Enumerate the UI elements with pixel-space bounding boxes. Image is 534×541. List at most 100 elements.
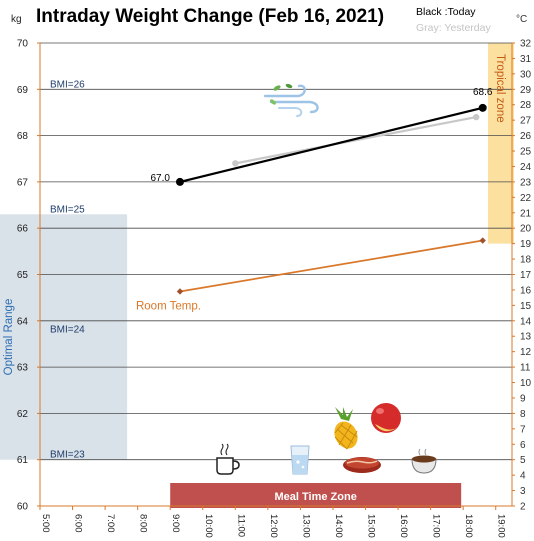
apple-shine [376,408,384,414]
steak-top [345,457,379,469]
wind-stroke [263,84,306,98]
right-tick-label: 7 [520,424,526,435]
glass-bubble [301,465,305,469]
right-tick-label: 19 [520,239,532,250]
legend-today: Black :Today [416,6,476,18]
x-tick-label: 12:00 [268,514,279,538]
chart-title: Intraday Weight Change (Feb 16, 2021) [36,6,384,27]
left-tick-label: 70 [17,39,29,50]
leaf-shape [273,85,281,91]
bmi-label: BMI=25 [50,204,85,215]
steak-icon [343,457,381,473]
water-glass-icon [290,445,310,475]
x-tick-label: 8:00 [138,514,149,533]
x-tick-label: 7:00 [105,514,116,533]
wind-stroke [278,107,303,117]
pineapple-icon [334,407,358,450]
right-tick-label: 8 [520,409,526,420]
room-temp-line [179,239,483,293]
wind-stroke [269,100,319,114]
yesterday-line [235,115,477,165]
today-line [179,106,483,183]
right-tick-label: 22 [520,193,532,204]
left-tick-label: 65 [17,270,29,281]
apple-icon [371,403,401,433]
right-tick-label: 4 [520,471,526,482]
optimal-range-band [0,214,128,460]
right-tick-label: 28 [520,100,532,111]
right-tick-label: 25 [520,147,532,158]
x-tick-label: 14:00 [333,514,344,538]
right-tick-label: 26 [520,131,532,142]
apple-slice [375,424,397,432]
left-tick-label: 60 [17,502,29,513]
room-temp-point [176,288,184,295]
right-tick-label: 10 [520,378,532,389]
right-tick-label: 32 [520,39,532,50]
x-tick-label: 6:00 [73,514,84,533]
left-tick-label: 66 [17,224,29,235]
right-tick-label: 21 [520,208,532,219]
right-tick-label: 3 [520,486,526,497]
legend-yesterday: Gray: Yesterday [416,22,491,34]
today-point-label: 68.6 [473,87,493,98]
bmi-label: BMI=26 [50,79,85,90]
pineapple-leaves [335,407,353,421]
optimal-range-label: Optimal Range [3,299,15,376]
cup-body [216,457,234,475]
x-tick-label: 9:00 [170,514,181,533]
x-tick-label: 15:00 [366,514,377,538]
right-tick-label: 29 [520,85,532,96]
bmi-label: BMI=23 [50,450,85,461]
right-tick-label: 6 [520,440,526,451]
today-point [478,103,487,112]
right-tick-label: 9 [520,393,526,404]
cup-handle [232,460,240,470]
right-tick-label: 31 [520,54,532,65]
soup-bowl-icon [411,448,437,474]
cup-steam [220,443,229,456]
right-tick-label: 15 [520,301,532,312]
right-tick-label: 16 [520,285,532,296]
yesterday-point [472,113,480,121]
leaf-shape [285,83,293,89]
meal-time-zone-label: Meal Time Zone [275,491,357,503]
left-tick-label: 64 [17,316,29,327]
bmi-label: BMI=24 [50,325,85,336]
right-tick-label: 27 [520,116,532,127]
leaf-shape [270,99,276,105]
tropical-zone-label: Tropical zone [494,54,506,123]
left-tick-label: 62 [17,409,29,420]
x-tick-label: 17:00 [431,514,442,538]
pineapple-pattern [334,422,358,450]
tropical-zone-band [488,43,514,244]
right-tick-label: 13 [520,332,532,343]
steak-fat [346,460,378,464]
right-tick-label: 23 [520,177,532,188]
left-tick-label: 67 [17,177,29,188]
right-tick-label: 24 [520,162,532,173]
glass-bubble [296,460,300,464]
left-tick-label: 63 [17,363,29,374]
right-tick-label: 14 [520,316,532,327]
left-tick-label: 69 [17,85,29,96]
left-tick-label: 61 [17,455,29,466]
right-tick-label: 11 [520,363,531,374]
today-point [175,177,184,186]
room-temp-point [479,237,486,244]
right-axis-unit: °C [516,14,527,25]
right-tick-label: 20 [520,224,532,235]
right-tick-label: 30 [520,69,532,80]
right-tick-label: 12 [520,347,532,358]
x-tick-label: 5:00 [40,514,51,533]
x-tick-label: 10:00 [203,514,214,538]
coffee-cup-icon [216,443,240,475]
glass-water [292,455,308,474]
bowl-body [411,458,437,474]
bowl-steam [418,448,427,456]
pineapple-body [334,421,358,449]
wind-icon [263,83,319,117]
x-tick-label: 16:00 [398,514,409,538]
right-tick-label: 18 [520,255,532,266]
